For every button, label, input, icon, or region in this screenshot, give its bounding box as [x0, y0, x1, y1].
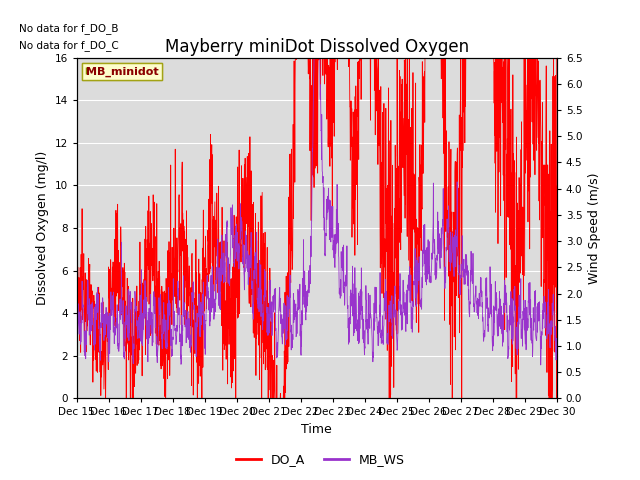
Y-axis label: Wind Speed (m/s): Wind Speed (m/s)	[588, 172, 601, 284]
Legend: MB_minidot: MB_minidot	[83, 63, 162, 80]
Y-axis label: Dissolved Oxygen (mg/l): Dissolved Oxygen (mg/l)	[36, 151, 49, 305]
X-axis label: Time: Time	[301, 423, 332, 436]
Title: Mayberry miniDot Dissolved Oxygen: Mayberry miniDot Dissolved Oxygen	[164, 38, 469, 56]
Text: No data for f_DO_C: No data for f_DO_C	[19, 41, 119, 51]
Legend: DO_A, MB_WS: DO_A, MB_WS	[230, 448, 410, 471]
Text: No data for f_DO_B: No data for f_DO_B	[19, 24, 118, 35]
